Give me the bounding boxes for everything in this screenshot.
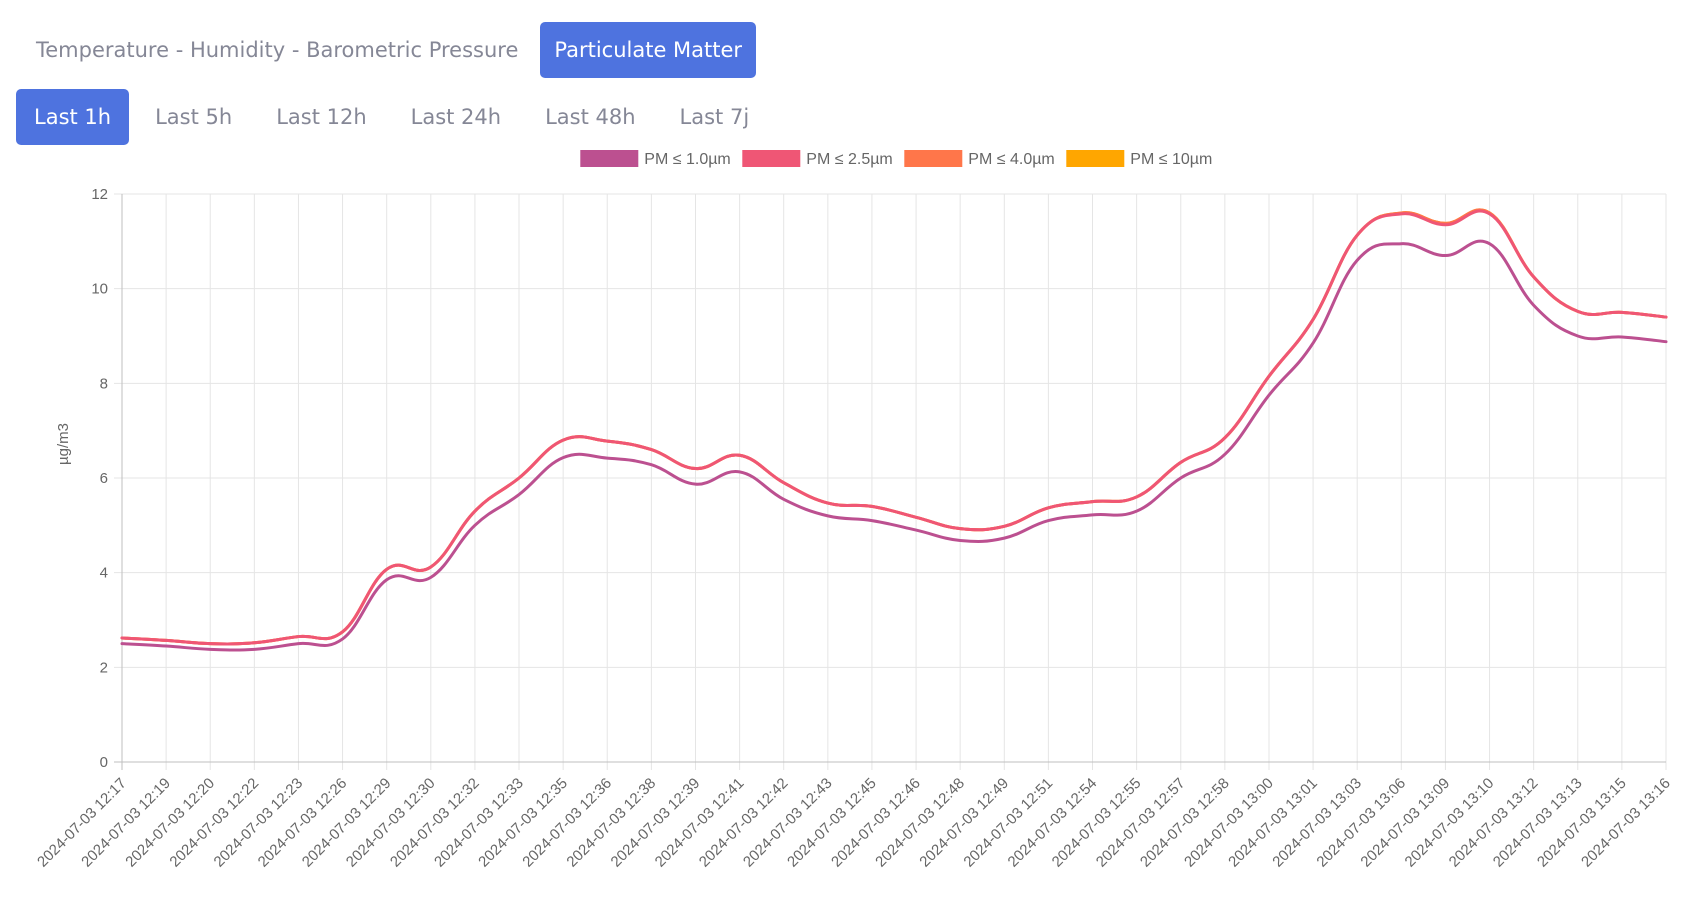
tab-last-48h[interactable]: Last 48h bbox=[545, 105, 636, 129]
legend-swatch bbox=[1066, 150, 1125, 167]
y-tick-label: 4 bbox=[100, 565, 108, 582]
legend-swatch bbox=[580, 150, 639, 167]
y-tick-label: 8 bbox=[100, 375, 108, 392]
series-line bbox=[120, 239, 1668, 652]
y-tick-label: 10 bbox=[91, 281, 108, 298]
particulate-matter-chart: PM ≤ 1.0µm PM ≤ 2.5µm PM ≤ 4.0µm PM ≤ 10µm … bbox=[34, 150, 1674, 871]
tab-last-12h[interactable]: Last 12h bbox=[276, 105, 367, 129]
tab-last-5h[interactable]: Last 5h bbox=[155, 105, 233, 129]
chart-series bbox=[120, 208, 1668, 652]
legend-label: PM ≤ 10µm bbox=[1130, 151, 1212, 168]
series-line bbox=[120, 208, 1668, 646]
series-line bbox=[120, 208, 1668, 646]
chart-grid bbox=[114, 193, 1667, 770]
tab-last-1h[interactable]: Last 1h bbox=[16, 89, 130, 145]
y-axis-label: µg/m3 bbox=[55, 423, 72, 465]
legend-item[interactable]: PM ≤ 10µm bbox=[1066, 150, 1212, 168]
legend-label: PM ≤ 4.0µm bbox=[968, 151, 1054, 168]
tab-temperature-humidity-pressure[interactable]: Temperature - Humidity - Barometric Pres… bbox=[36, 38, 519, 62]
legend-label: PM ≤ 2.5µm bbox=[806, 151, 892, 168]
series-line bbox=[120, 209, 1668, 646]
tab-last-7j[interactable]: Last 7j bbox=[679, 105, 750, 129]
legend-item[interactable]: PM ≤ 4.0µm bbox=[904, 150, 1055, 168]
legend-item[interactable]: PM ≤ 2.5µm bbox=[742, 150, 893, 168]
time-range-tab-bar: Last 1h Last 5h Last 12h Last 24h Last 4… bbox=[16, 89, 775, 145]
y-tick-label: 6 bbox=[100, 470, 108, 487]
legend-item[interactable]: PM ≤ 1.0µm bbox=[580, 150, 731, 168]
legend-swatch bbox=[742, 150, 801, 167]
y-tick-label: 0 bbox=[100, 754, 108, 771]
y-tick-label: 2 bbox=[100, 659, 108, 676]
main-tab-bar: Temperature - Humidity - Barometric Pres… bbox=[22, 22, 764, 78]
legend-label: PM ≤ 1.0µm bbox=[644, 151, 730, 168]
chart-legend: PM ≤ 1.0µm PM ≤ 2.5µm PM ≤ 4.0µm PM ≤ 10µm bbox=[580, 150, 1212, 168]
legend-swatch bbox=[904, 150, 963, 167]
tab-last-24h[interactable]: Last 24h bbox=[410, 105, 502, 129]
y-tick-label: 12 bbox=[91, 186, 108, 203]
tab-particulate-matter[interactable]: Particulate Matter bbox=[540, 22, 757, 78]
